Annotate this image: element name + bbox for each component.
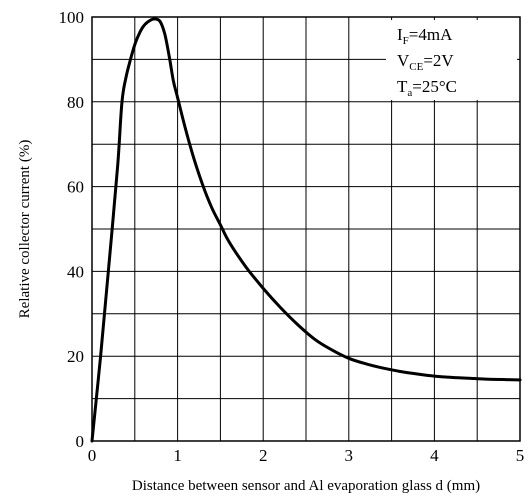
conditions-box: IF=4mA VCE=2V Ta=25°C <box>386 20 517 100</box>
x-tick-label: 2 <box>259 446 268 465</box>
y-tick-label: 0 <box>76 432 85 451</box>
data-line-series-0 <box>90 17 522 443</box>
y-tick-label: 80 <box>67 93 84 112</box>
y-tick-label: 60 <box>67 178 84 197</box>
x-tick-label: 5 <box>516 446 525 465</box>
y-tick-label: 40 <box>67 262 84 281</box>
condition-text: Ta=25°C <box>397 77 457 99</box>
condition-text: VCE=2V <box>397 51 454 73</box>
y-tick-label: 20 <box>67 347 84 366</box>
y-tick-label: 100 <box>59 8 85 27</box>
x-tick-labels: 0 1 2 3 4 5 <box>88 446 525 465</box>
y-tick-labels: 0 20 40 60 80 100 <box>59 8 85 451</box>
conditions-background <box>386 20 517 100</box>
x-tick-label: 0 <box>88 446 97 465</box>
x-tick-label: 1 <box>173 446 182 465</box>
plot-frame <box>91 16 521 442</box>
y-axis-label: Relative collector current (%) <box>17 140 33 319</box>
grid <box>92 17 520 441</box>
x-tick-label: 3 <box>345 446 354 465</box>
condition-text: IF=4mA <box>397 25 453 47</box>
x-tick-label: 4 <box>430 446 439 465</box>
x-axis-label: Distance between sensor and Al evaporati… <box>132 478 480 494</box>
